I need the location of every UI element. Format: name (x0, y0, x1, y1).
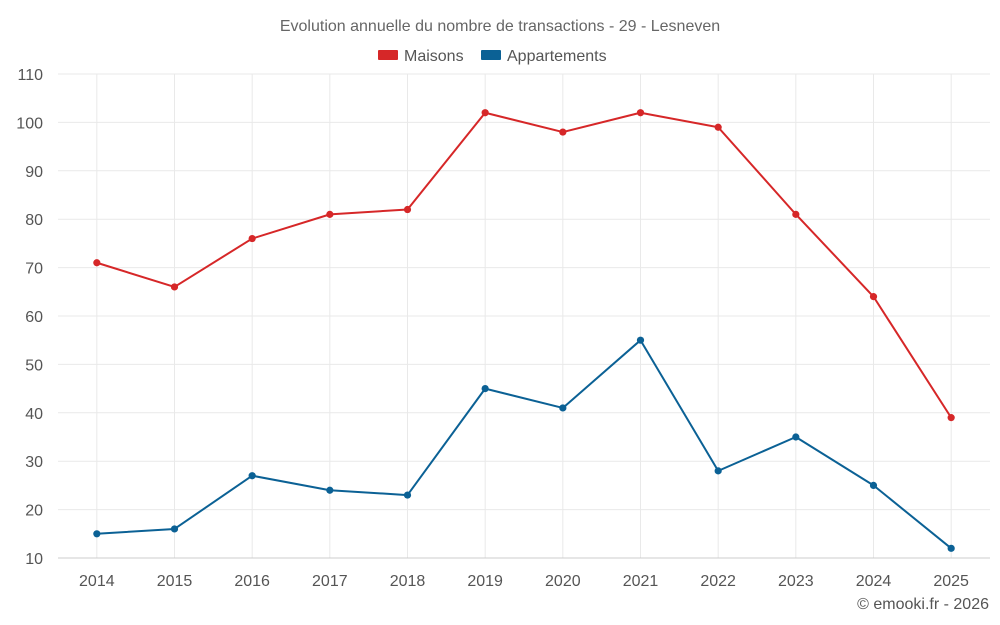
data-point-appartements[interactable] (947, 544, 955, 552)
data-point-appartements[interactable] (93, 530, 101, 538)
x-tick-label: 2025 (933, 573, 969, 590)
data-point-maisons[interactable] (714, 123, 722, 131)
y-tick-label: 80 (25, 212, 43, 229)
data-point-maisons[interactable] (326, 210, 334, 218)
data-point-appartements[interactable] (326, 486, 334, 494)
data-point-maisons[interactable] (93, 259, 101, 267)
data-point-maisons[interactable] (170, 283, 179, 291)
data-point-maisons[interactable] (559, 128, 567, 136)
data-point-maisons[interactable] (248, 234, 256, 243)
y-tick-label: 110 (17, 67, 43, 84)
y-tick-label: 100 (16, 115, 43, 132)
credit-text: © emooki.fr - 2026 (857, 596, 989, 613)
legend-swatch-maisons[interactable] (378, 50, 398, 60)
x-tick-label: 2015 (157, 573, 193, 590)
y-tick-label: 40 (25, 406, 43, 423)
x-tick-label: 2016 (234, 573, 270, 590)
data-point-maisons[interactable] (403, 205, 412, 214)
x-tick-label: 2019 (467, 573, 503, 590)
legend-label-appartements[interactable]: Appartements (507, 48, 607, 65)
y-tick-label: 90 (25, 164, 43, 181)
y-tick-label: 50 (25, 357, 43, 374)
x-tick-label: 2023 (778, 573, 814, 590)
data-point-maisons[interactable] (481, 109, 489, 117)
x-tick-label: 2017 (312, 573, 348, 590)
data-point-appartements[interactable] (869, 481, 878, 489)
x-tick-label: 2021 (623, 573, 659, 590)
data-point-appartements[interactable] (248, 472, 256, 480)
legend-swatch-appartements[interactable] (481, 50, 501, 60)
data-point-maisons[interactable] (869, 293, 878, 301)
data-point-maisons[interactable] (636, 109, 645, 117)
axes: 10 20 30 40 50 60 70 80 90 100 110 2014 2015 2016 2017… (16, 67, 990, 590)
data-point-appartements[interactable] (636, 336, 645, 344)
y-tick-label: 30 (25, 454, 43, 471)
legend-label-maisons[interactable]: Maisons (404, 48, 464, 65)
data-point-maisons[interactable] (792, 210, 800, 218)
legend: Maisons Appartements (378, 48, 607, 65)
y-tick-label: 20 (25, 503, 43, 520)
series-line-appartements[interactable] (96, 339, 952, 550)
series-group (93, 109, 955, 552)
data-point-appartements[interactable] (403, 491, 412, 499)
x-tick-label: 2024 (856, 573, 892, 590)
data-point-appartements[interactable] (170, 525, 179, 533)
y-tick-label: 70 (25, 261, 43, 278)
x-tick-label: 2018 (390, 573, 426, 590)
data-point-appartements[interactable] (792, 433, 800, 441)
grid (58, 73, 990, 559)
x-tick-label: 2014 (79, 573, 115, 590)
series-line-maisons[interactable] (96, 111, 953, 419)
chart-title: Evolution annuelle du nombre de transact… (280, 18, 720, 35)
data-point-maisons[interactable] (947, 414, 955, 422)
data-point-appartements[interactable] (714, 467, 722, 475)
data-point-appartements[interactable] (481, 385, 489, 393)
x-tick-label: 2020 (545, 573, 581, 590)
x-tick-label: 2022 (700, 573, 736, 590)
data-point-appartements[interactable] (559, 404, 567, 412)
y-tick-label: 10 (25, 551, 43, 568)
y-tick-label: 60 (25, 309, 43, 326)
